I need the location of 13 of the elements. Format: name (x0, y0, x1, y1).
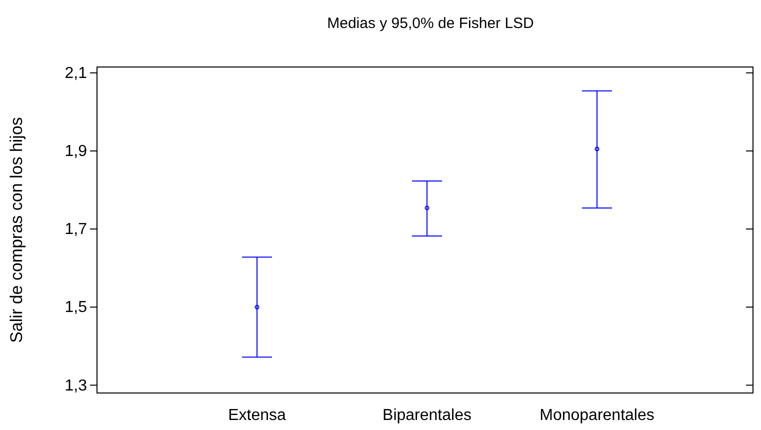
y-tick-label: 1,9 (64, 143, 88, 160)
y-tick-label: 1,5 (64, 299, 88, 316)
point (424, 206, 430, 210)
point (254, 304, 260, 310)
x-tick-label: Biparentales (382, 407, 472, 424)
y-tick-label: 2,1 (64, 64, 88, 82)
y-axis-title: Salir de compras con los hijos (7, 117, 26, 343)
y-tick-label: 1,7 (64, 221, 88, 238)
point (594, 146, 600, 152)
y-tick-label: 1,3 (64, 377, 88, 394)
chart-title: Medias y 95,0% de Fisher LSD (327, 15, 534, 32)
x-tick-label: Monoparentales (540, 407, 654, 424)
x-tick-label: Extensa (228, 407, 286, 424)
